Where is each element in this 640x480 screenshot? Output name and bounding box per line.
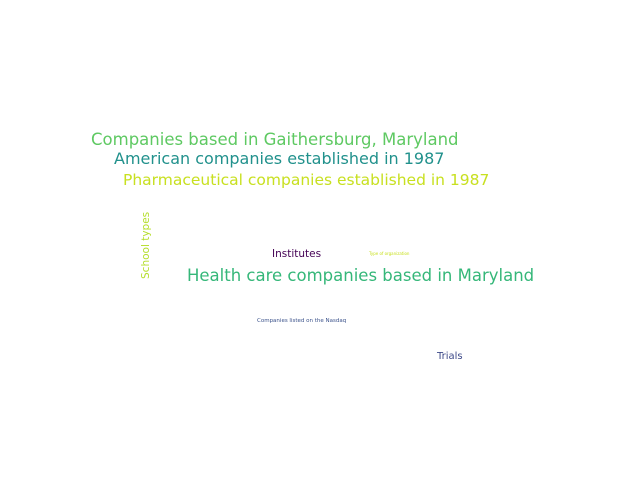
word-american-1987: American companies established in 1987 [114,149,445,168]
word-type-of-organization: Type of organization [369,251,410,256]
word-gaithersburg: Companies based in Gaithersburg, Marylan… [91,130,459,149]
word-pharma-1987: Pharmaceutical companies established in … [123,171,490,189]
word-nasdaq: Companies listed on the Nasdaq [257,318,347,324]
word-health-care-maryland: Health care companies based in Maryland [187,266,535,285]
word-school-types: School types [140,211,152,279]
word-trials: Trials [437,351,463,362]
word-institutes: Institutes [272,248,322,260]
